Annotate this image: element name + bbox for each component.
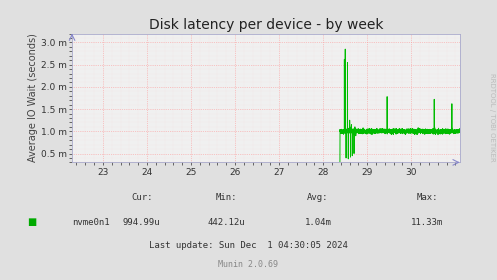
Text: nvme0n1: nvme0n1 (72, 218, 110, 227)
Text: 1.04m: 1.04m (305, 218, 331, 227)
Y-axis label: Average IO Wait (seconds): Average IO Wait (seconds) (28, 34, 38, 162)
Text: Min:: Min: (215, 193, 237, 202)
Text: ■: ■ (27, 217, 37, 227)
Text: Last update: Sun Dec  1 04:30:05 2024: Last update: Sun Dec 1 04:30:05 2024 (149, 241, 348, 250)
Text: 11.33m: 11.33m (412, 218, 443, 227)
Text: RRDTOOL / TOBI OETIKER: RRDTOOL / TOBI OETIKER (489, 73, 495, 162)
Text: 442.12u: 442.12u (207, 218, 245, 227)
Text: Cur:: Cur: (131, 193, 153, 202)
Text: Munin 2.0.69: Munin 2.0.69 (219, 260, 278, 269)
Text: Max:: Max: (416, 193, 438, 202)
Title: Disk latency per device - by week: Disk latency per device - by week (149, 18, 383, 32)
Text: 994.99u: 994.99u (123, 218, 161, 227)
Text: Avg:: Avg: (307, 193, 329, 202)
